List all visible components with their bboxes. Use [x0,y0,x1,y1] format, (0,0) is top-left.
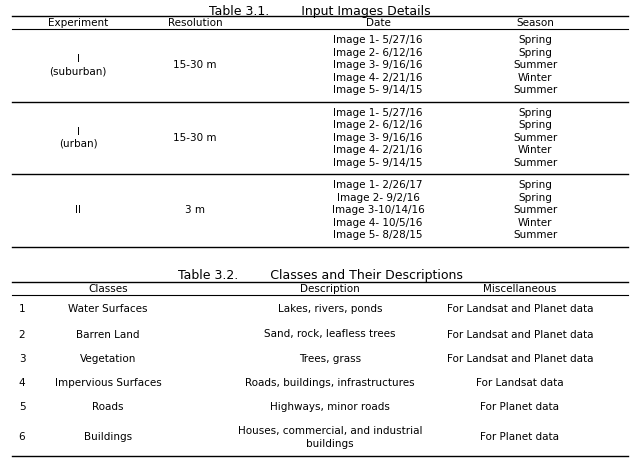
Text: Summer: Summer [513,205,557,215]
Text: Image 1- 5/27/16: Image 1- 5/27/16 [333,108,423,118]
Text: II: II [75,205,81,215]
Text: Winter: Winter [518,73,552,82]
Text: Image 4- 2/21/16: Image 4- 2/21/16 [333,145,423,155]
Text: I
(suburban): I (suburban) [49,54,107,76]
Text: 4: 4 [19,379,26,389]
Text: Image 1- 2/26/17: Image 1- 2/26/17 [333,180,423,190]
Text: Resolution: Resolution [168,18,222,28]
Text: 15-30 m: 15-30 m [173,60,217,70]
Text: I
(urban): I (urban) [59,127,97,149]
Text: Image 4- 10/5/16: Image 4- 10/5/16 [333,218,422,228]
Text: For Planet data: For Planet data [481,402,559,412]
Text: Image 1- 5/27/16: Image 1- 5/27/16 [333,35,423,45]
Text: Image 2- 6/12/16: Image 2- 6/12/16 [333,47,423,57]
Text: Image 5- 9/14/15: Image 5- 9/14/15 [333,85,423,95]
Text: Image 3- 9/16/16: Image 3- 9/16/16 [333,133,423,143]
Text: Lakes, rivers, ponds: Lakes, rivers, ponds [278,303,382,313]
Text: Experiment: Experiment [48,18,108,28]
Text: Barren Land: Barren Land [76,329,140,339]
Text: Roads, buildings, infrastructures: Roads, buildings, infrastructures [245,379,415,389]
Text: Houses, commercial, and industrial
buildings: Houses, commercial, and industrial build… [237,426,422,449]
Text: 2: 2 [19,329,26,339]
Text: Season: Season [516,18,554,28]
Text: Summer: Summer [513,133,557,143]
Text: Table 3.1.        Input Images Details: Table 3.1. Input Images Details [209,5,431,18]
Text: Roads: Roads [92,402,124,412]
Text: Summer: Summer [513,157,557,167]
Text: Image 3-10/14/16: Image 3-10/14/16 [332,205,424,215]
Text: Summer: Summer [513,60,557,70]
Text: Image 5- 9/14/15: Image 5- 9/14/15 [333,157,423,167]
Text: Spring: Spring [518,47,552,57]
Text: Vegetation: Vegetation [80,355,136,365]
Text: 5: 5 [19,402,26,412]
Text: Buildings: Buildings [84,432,132,443]
Text: Date: Date [365,18,390,28]
Text: Spring: Spring [518,180,552,190]
Text: For Landsat data: For Landsat data [476,379,564,389]
Text: Table 3.2.        Classes and Their Descriptions: Table 3.2. Classes and Their Description… [177,268,463,282]
Text: Image 4- 2/21/16: Image 4- 2/21/16 [333,73,423,82]
Text: Spring: Spring [518,192,552,202]
Text: Impervious Surfaces: Impervious Surfaces [54,379,161,389]
Text: Image 5- 8/28/15: Image 5- 8/28/15 [333,230,423,240]
Text: Winter: Winter [518,145,552,155]
Text: 1: 1 [19,303,26,313]
Text: 3: 3 [19,355,26,365]
Text: Miscellaneous: Miscellaneous [483,283,557,293]
Text: Summer: Summer [513,230,557,240]
Text: For Landsat and Planet data: For Landsat and Planet data [447,355,593,365]
Text: Spring: Spring [518,108,552,118]
Text: Trees, grass: Trees, grass [299,355,361,365]
Text: Highways, minor roads: Highways, minor roads [270,402,390,412]
Text: 6: 6 [19,432,26,443]
Text: Summer: Summer [513,85,557,95]
Text: Classes: Classes [88,283,128,293]
Text: Sand, rock, leafless trees: Sand, rock, leafless trees [264,329,396,339]
Text: Water Surfaces: Water Surfaces [68,303,148,313]
Text: 3 m: 3 m [185,205,205,215]
Text: For Landsat and Planet data: For Landsat and Planet data [447,303,593,313]
Text: Image 2- 6/12/16: Image 2- 6/12/16 [333,120,423,130]
Text: Spring: Spring [518,35,552,45]
Text: 15-30 m: 15-30 m [173,133,217,143]
Text: Description: Description [300,283,360,293]
Text: For Planet data: For Planet data [481,432,559,443]
Text: Image 3- 9/16/16: Image 3- 9/16/16 [333,60,423,70]
Text: Winter: Winter [518,218,552,228]
Text: Spring: Spring [518,120,552,130]
Text: Image 2- 9/2/16: Image 2- 9/2/16 [337,192,419,202]
Text: For Landsat and Planet data: For Landsat and Planet data [447,329,593,339]
